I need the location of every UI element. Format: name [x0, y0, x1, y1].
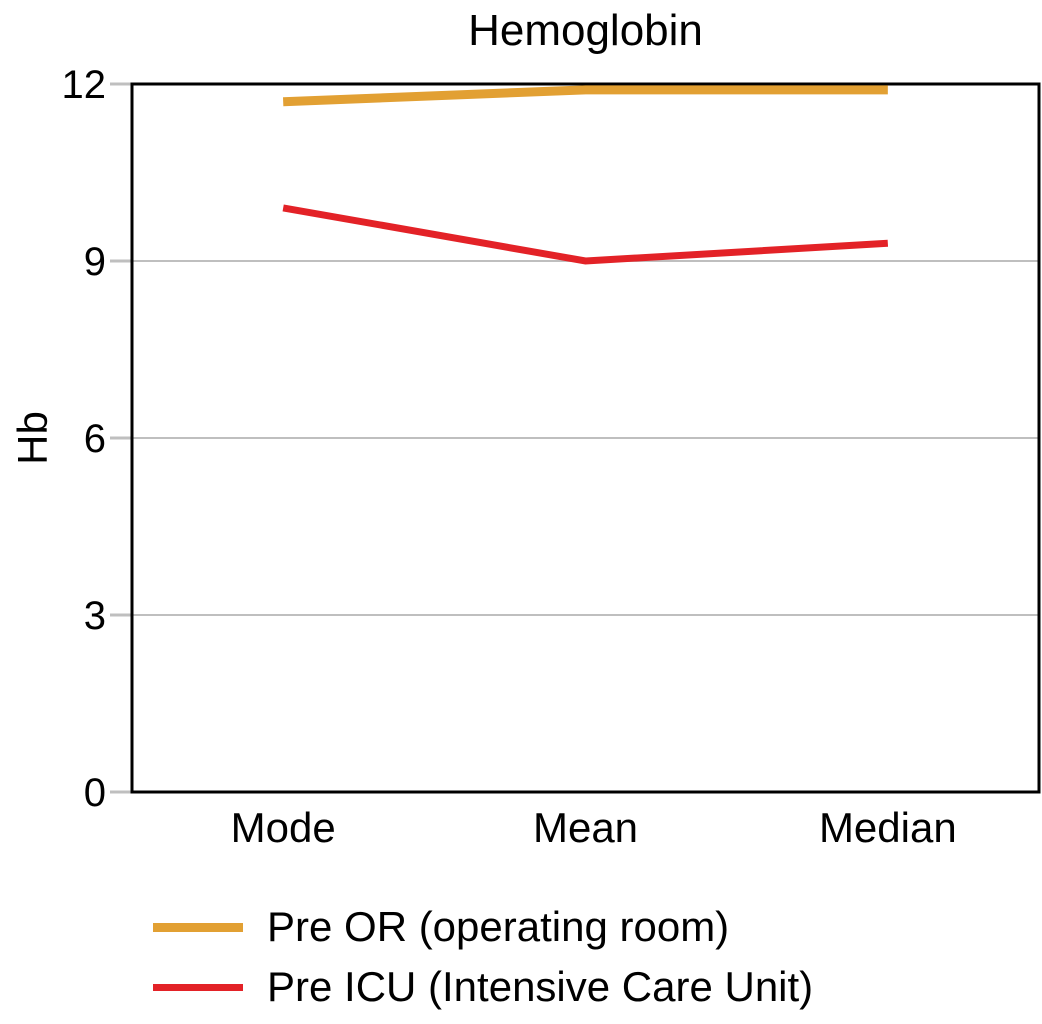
series-line-pre-icu	[282, 204, 889, 265]
y-tick-label: 9	[84, 240, 106, 284]
legend-label-pre-or: Pre OR (operating room)	[267, 903, 730, 950]
legend-label-pre-icu: Pre ICU (Intensive Care Unit)	[267, 963, 814, 1010]
y-tick-label: 0	[84, 771, 106, 815]
legend: Pre OR (operating room) Pre ICU (Intensi…	[153, 897, 813, 1017]
legend-swatch-pre-icu	[153, 983, 243, 991]
y-tick-label: 12	[62, 63, 107, 107]
chart-title: Hemoglobin	[468, 6, 703, 55]
legend-item-pre-icu: Pre ICU (Intensive Care Unit)	[153, 957, 813, 1017]
legend-item-pre-or: Pre OR (operating room)	[153, 897, 813, 957]
x-tick-label: Mean	[533, 804, 638, 851]
x-tick-label: Mode	[231, 804, 336, 851]
y-tick-label: 6	[84, 417, 106, 461]
y-tick-label: 3	[84, 594, 106, 638]
legend-swatch-pre-or	[153, 922, 243, 932]
x-tick-label: Median	[819, 804, 957, 851]
axis-frame	[130, 82, 1041, 794]
series-line-pre-or	[282, 85, 888, 107]
